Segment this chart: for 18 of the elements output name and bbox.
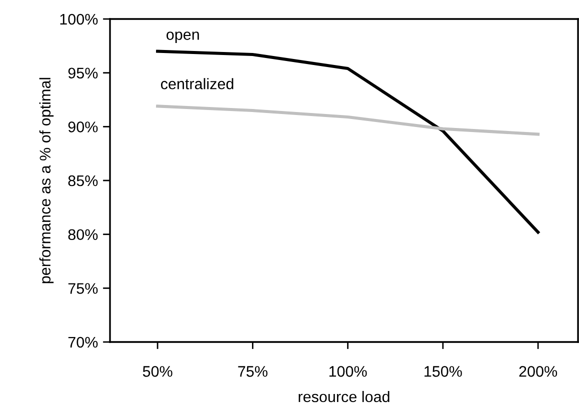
line-series bbox=[156, 50, 540, 234]
y-axis-title: performance as a % of optimal bbox=[39, 78, 54, 284]
x-axis-title: resource load bbox=[298, 390, 390, 402]
y-tick-label: 75% bbox=[68, 283, 98, 294]
y-tick-label: 80% bbox=[68, 229, 98, 240]
y-tick-label: 100% bbox=[60, 14, 98, 25]
x-tick-label: 100% bbox=[329, 366, 367, 377]
series-label: open bbox=[166, 32, 199, 43]
x-tick-label: 150% bbox=[424, 366, 462, 377]
line-series bbox=[156, 104, 540, 136]
x-tick-label: 200% bbox=[519, 366, 558, 377]
y-tick-label: 90% bbox=[68, 122, 98, 132]
y-tick-label: 70% bbox=[68, 336, 98, 348]
y-tick-label: 95% bbox=[68, 68, 98, 79]
x-tick-label: 75% bbox=[238, 366, 268, 377]
y-tick-label: 85% bbox=[68, 175, 98, 186]
series-label: centralized bbox=[160, 78, 234, 90]
x-tick-label: 50% bbox=[142, 366, 172, 377]
